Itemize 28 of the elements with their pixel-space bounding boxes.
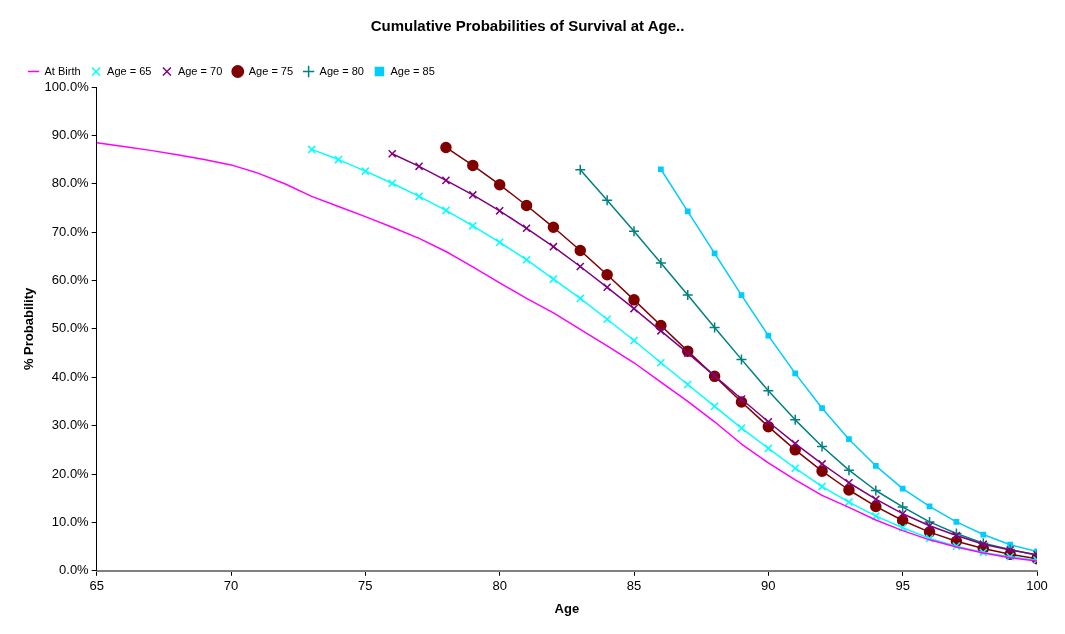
x-tick-label: 75 xyxy=(358,578,373,594)
y-tick-label: 0.0% xyxy=(59,562,90,578)
legend-label: Age = 65 xyxy=(107,64,152,77)
y-tick-label: 90.0% xyxy=(51,126,90,142)
legend-label: Age = 80 xyxy=(319,64,364,77)
y-tick-label: 10.0% xyxy=(51,514,90,529)
y-tick-label: 80.0% xyxy=(51,175,90,191)
x-tick-label: 85 xyxy=(626,578,642,594)
x-tick-label: 95 xyxy=(895,578,910,594)
legend-label: At Birth xyxy=(44,64,81,77)
x-tick-label: 70 xyxy=(223,578,239,594)
x-tick-label: 90 xyxy=(761,578,776,594)
x-tick-label: 100 xyxy=(1026,578,1048,594)
y-tick-label: 70.0% xyxy=(51,223,90,239)
y-tick-label: 40.0% xyxy=(51,368,90,384)
x-tick-label: 80 xyxy=(492,578,507,594)
legend-label: Age = 85 xyxy=(390,64,435,77)
x-axis-title: Age xyxy=(554,600,580,616)
y-tick-label: 60.0% xyxy=(51,272,90,288)
y-tick-label: 100.0% xyxy=(44,78,90,94)
chart-title: Cumulative Probabilities of Survival at Age.. xyxy=(370,17,685,35)
x-tick-label: 65 xyxy=(89,578,104,594)
legend-label: Age = 70 xyxy=(177,64,223,77)
y-axis-title: % Probability xyxy=(21,286,37,371)
legend-label: Age = 75 xyxy=(248,64,294,77)
y-tick-label: 50.0% xyxy=(51,320,90,336)
y-tick-label: 20.0% xyxy=(51,465,90,481)
y-tick-label: 30.0% xyxy=(51,417,90,433)
